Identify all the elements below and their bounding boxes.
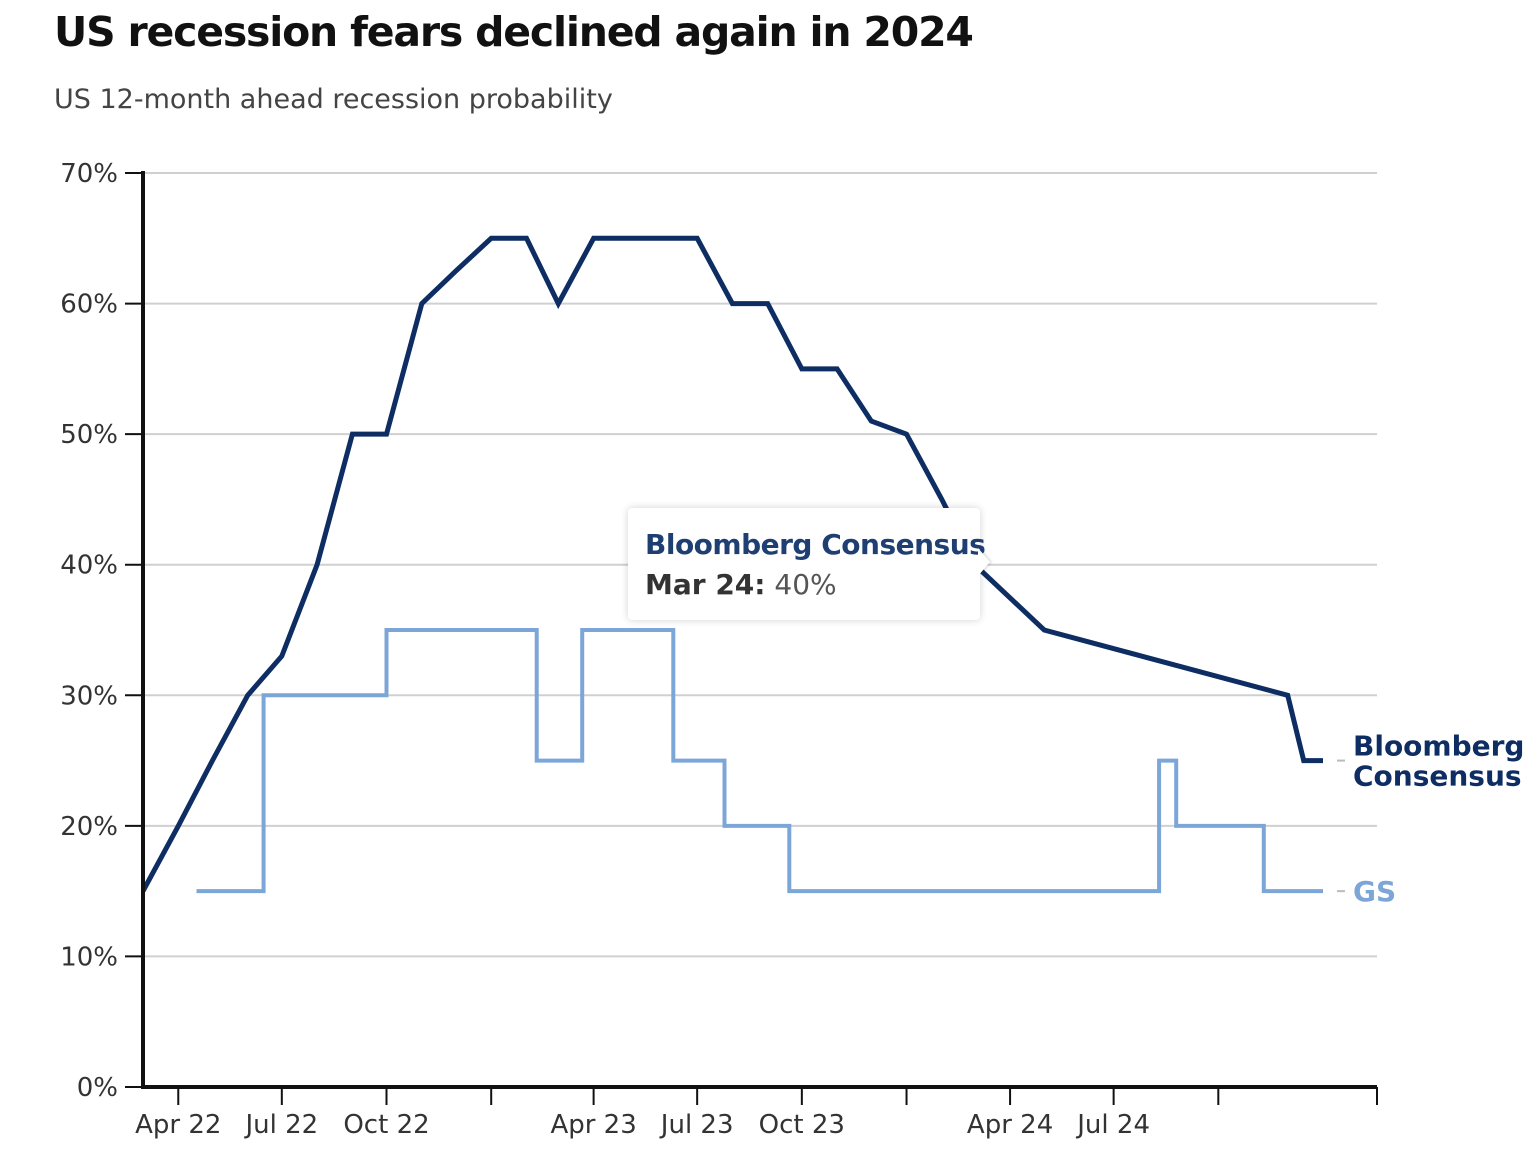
- x-axis-ticks: Apr 22 Jul 22 Oct 22 Apr 23 Jul 23 Oct 23 Apr …: [135, 1087, 1378, 1140]
- y-tick-label: 10%: [60, 942, 118, 972]
- x-tick-label: Oct 23: [759, 1110, 845, 1140]
- y-tick-label: 70%: [60, 159, 118, 189]
- gs-end-label: GS: [1353, 875, 1396, 908]
- bloomberg-consensus-end-label: Consensus: [1353, 760, 1522, 793]
- chart-title: US recession fears declined again in 202…: [54, 8, 974, 56]
- y-tick-label: 30%: [60, 681, 118, 711]
- tooltip-date: Mar 24:: [645, 568, 766, 601]
- y-tick-label: 20%: [60, 812, 118, 842]
- x-tick-label: Apr 22: [135, 1110, 221, 1140]
- x-tick-label: Apr 23: [550, 1110, 636, 1140]
- axes: [141, 171, 1377, 1089]
- x-tick-label: Jul 24: [1075, 1110, 1150, 1140]
- chart-subtitle: US 12-month ahead recession probability: [54, 84, 613, 115]
- y-tick-label: 60%: [60, 290, 118, 320]
- tooltip-value: 40%: [774, 568, 837, 601]
- x-tick-label: Oct 22: [343, 1110, 429, 1140]
- y-tick-label: 50%: [60, 420, 118, 450]
- y-axis-ticks: 0% 10% 20% 30% 40% 50% 60% 70%: [60, 159, 143, 1103]
- tooltip-value-line: Mar 24: 40%: [645, 568, 837, 601]
- x-tick-label: Jul 23: [659, 1110, 734, 1140]
- hover-tooltip: Bloomberg Consensus Mar 24: 40%: [628, 508, 986, 620]
- bloomberg-consensus-end-label: Bloomberg: [1353, 730, 1524, 763]
- x-tick-label: Jul 22: [243, 1110, 318, 1140]
- gs-line: [196, 628, 1323, 894]
- y-tick-label: 0%: [77, 1073, 118, 1103]
- x-tick-label: Apr 24: [967, 1110, 1053, 1140]
- tooltip-series-name: Bloomberg Consensus: [645, 528, 986, 561]
- gridlines: [143, 172, 1377, 958]
- y-tick-label: 40%: [60, 551, 118, 581]
- tooltip-arrow: [978, 548, 990, 576]
